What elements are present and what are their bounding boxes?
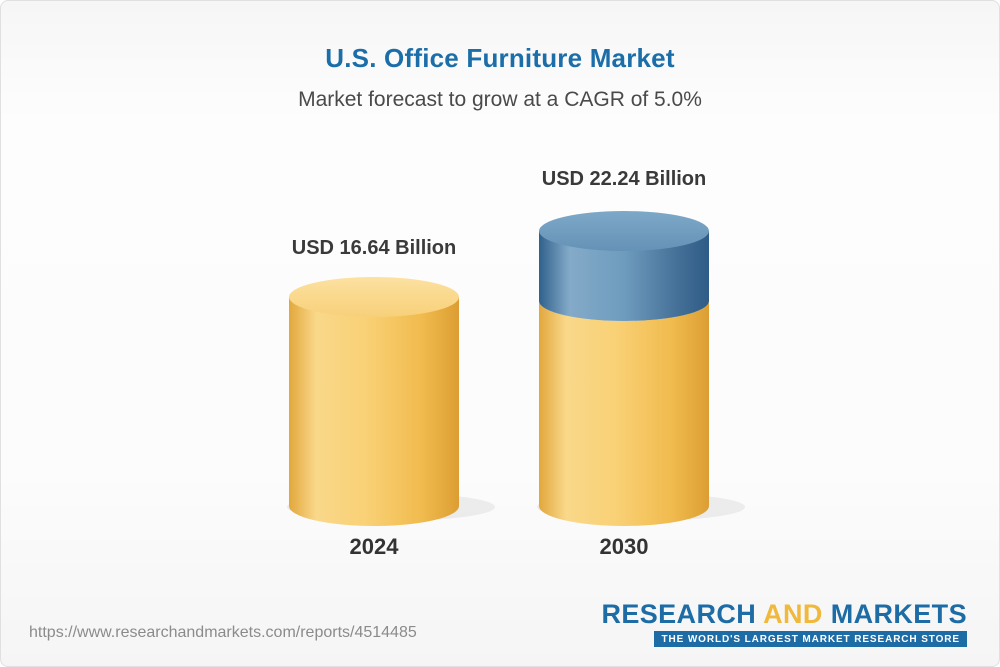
axis-label-2030: 2030	[599, 534, 649, 559]
value-label-2030: USD 22.24 Billion	[541, 168, 707, 190]
axis-label-2024: 2024	[349, 534, 399, 559]
research-and-markets-logo: RESEARCH AND MARKETS THE WORLD'S LARGEST…	[601, 601, 967, 647]
value-label-2024: USD 16.64 Billion	[291, 237, 457, 259]
chart-title: U.S. Office Furniture Market	[325, 43, 675, 73]
report-url: https://www.researchandmarkets.com/repor…	[29, 624, 417, 641]
logo-word-markets: MARKETS	[830, 599, 967, 629]
logo-wordmark: RESEARCH AND MARKETS	[601, 601, 967, 628]
logo-word-and: AND	[763, 599, 823, 629]
logo-tagline: THE WORLD'S LARGEST MARKET RESEARCH STOR…	[654, 631, 967, 647]
cylinder-2030-growth-segment	[539, 231, 709, 321]
cylinder-2030-base-segment	[539, 301, 709, 526]
cylinder-2030-top	[539, 211, 709, 251]
cylinder-2030	[539, 211, 709, 526]
logo-word-research: RESEARCH	[601, 599, 757, 629]
cylinder-2024	[289, 277, 459, 526]
chart-subtitle: Market forecast to grow at a CAGR of 5.0…	[298, 88, 702, 111]
